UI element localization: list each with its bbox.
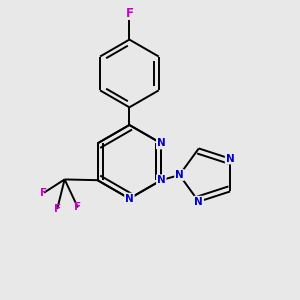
Text: N: N bbox=[157, 138, 166, 148]
Text: N: N bbox=[125, 194, 134, 204]
Text: N: N bbox=[194, 196, 203, 207]
Text: F: F bbox=[40, 188, 48, 198]
Text: F: F bbox=[74, 202, 81, 212]
Text: N: N bbox=[157, 175, 166, 185]
Text: N: N bbox=[175, 170, 184, 180]
Text: F: F bbox=[54, 204, 61, 214]
Text: N: N bbox=[226, 154, 234, 164]
Text: F: F bbox=[125, 7, 134, 20]
Text: N: N bbox=[157, 138, 166, 148]
